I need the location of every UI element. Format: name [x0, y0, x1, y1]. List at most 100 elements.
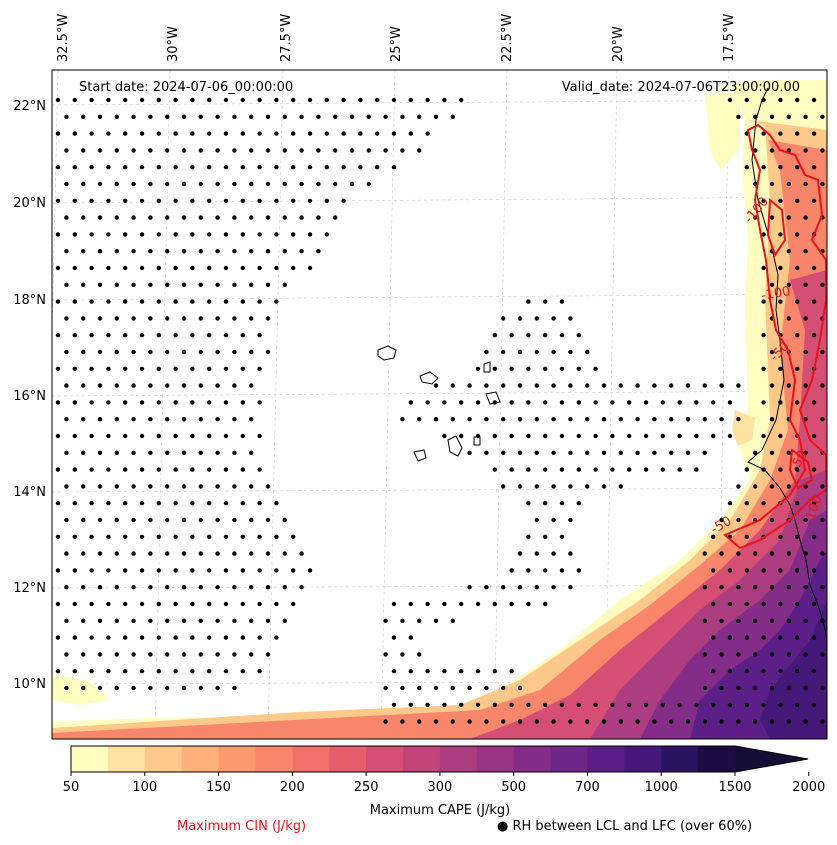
rh-dot: [139, 97, 145, 103]
rh-dot: [702, 685, 707, 691]
rh-dot: [593, 702, 598, 707]
rh-dot: [501, 450, 506, 455]
colorbar-segment: [661, 746, 699, 772]
rh-dot: [442, 433, 447, 439]
rh-dot: [475, 601, 481, 607]
rh-dot: [97, 585, 103, 590]
rh-dot: [240, 501, 245, 506]
rh-dot: [207, 165, 212, 170]
rh-dot: [198, 618, 203, 623]
rh-dot: [450, 114, 455, 120]
rh-dot: [375, 97, 380, 103]
rh-dot: [811, 97, 817, 103]
rh-dot: [551, 551, 556, 556]
rh-dot: [803, 450, 808, 455]
rh-dot: [719, 618, 724, 623]
rh-dot: [307, 198, 313, 203]
rh-dot: [173, 232, 178, 237]
rh-dot: [240, 232, 245, 237]
rh-dot: [81, 685, 86, 691]
rh-dot: [341, 198, 346, 203]
rh-dot: [568, 417, 573, 422]
rh-dot: [139, 198, 145, 203]
rh-dot: [425, 601, 430, 607]
rh-dot: [417, 417, 422, 422]
rh-dot: [408, 702, 413, 707]
rh-dot: [156, 400, 161, 405]
rh-dot: [820, 383, 825, 388]
rh-dot: [811, 333, 817, 338]
rh-dot: [89, 366, 94, 371]
rh-dot: [156, 601, 161, 607]
rh-dot: [257, 601, 262, 607]
rh-dot: [165, 349, 170, 355]
rh-dot: [97, 685, 103, 691]
rh-dot: [492, 601, 497, 607]
rh-dot: [786, 551, 791, 556]
rh-dot: [173, 568, 178, 573]
rh-dot: [81, 114, 86, 120]
rh-dot: [55, 635, 61, 640]
rh-dot: [811, 669, 817, 674]
rh-dot: [702, 551, 707, 556]
rh-dot: [769, 618, 775, 623]
rh-dot: [232, 417, 237, 422]
rh-dot: [114, 349, 120, 355]
lat-label-1: 22°N: [13, 99, 46, 114]
rh-dot: [81, 618, 86, 623]
rh-dot: [114, 181, 120, 187]
rh-dot: [114, 484, 120, 489]
colorbar-tick-label: 150: [206, 780, 231, 795]
rh-dot: [97, 181, 103, 187]
rh-dot: [291, 534, 296, 539]
lon-label-6: 20°W: [611, 26, 626, 62]
rh-dot: [811, 198, 817, 203]
rh-dot: [341, 97, 346, 103]
rh-dot: [467, 719, 472, 724]
rh-dot: [181, 685, 187, 691]
rh-dot: [727, 601, 733, 607]
rh-dot: [240, 568, 245, 573]
rh-dot: [165, 618, 170, 623]
rh-dot: [400, 114, 405, 120]
rh-dot: [551, 450, 556, 455]
rh-dot: [156, 534, 161, 539]
rh-dot: [559, 501, 565, 506]
rh-dot: [769, 417, 775, 422]
rh-dot: [89, 433, 94, 439]
rh-dot: [408, 601, 413, 607]
colorbar-segment: [698, 746, 736, 772]
rh-dot: [215, 114, 220, 120]
rh-dot: [358, 131, 363, 136]
colorbar-tick-label: 2000: [792, 780, 825, 795]
rh-dot: [601, 450, 607, 455]
rh-dot: [450, 383, 455, 388]
rh-dot: [240, 433, 245, 439]
rh-dot: [711, 534, 716, 539]
rh-dot: [114, 282, 120, 287]
rh-dot: [282, 114, 287, 120]
rh-dot: [165, 585, 170, 590]
colorbar-tick-label: 1500: [718, 780, 751, 795]
rh-dot: [820, 685, 825, 691]
rh-dot: [257, 534, 262, 539]
rh-dot: [534, 349, 539, 355]
rh-dot: [257, 433, 262, 439]
rh-dot: [97, 551, 103, 556]
rh-dot: [601, 383, 607, 388]
rh-dot: [820, 114, 825, 120]
rh-dot: [299, 181, 304, 187]
rh-dot: [223, 400, 229, 405]
rh-dot: [114, 249, 120, 254]
rh-dot: [484, 349, 489, 355]
rh-dot: [240, 366, 245, 371]
rh-dot: [761, 702, 766, 707]
rh-dot: [795, 669, 800, 674]
rh-dot: [207, 198, 212, 203]
rh-dot: [383, 114, 388, 120]
rh-dot: [249, 282, 254, 287]
rh-dot: [139, 433, 145, 439]
rh-dot: [198, 383, 203, 388]
rh-dot: [123, 265, 128, 271]
rh-dot: [425, 702, 430, 707]
